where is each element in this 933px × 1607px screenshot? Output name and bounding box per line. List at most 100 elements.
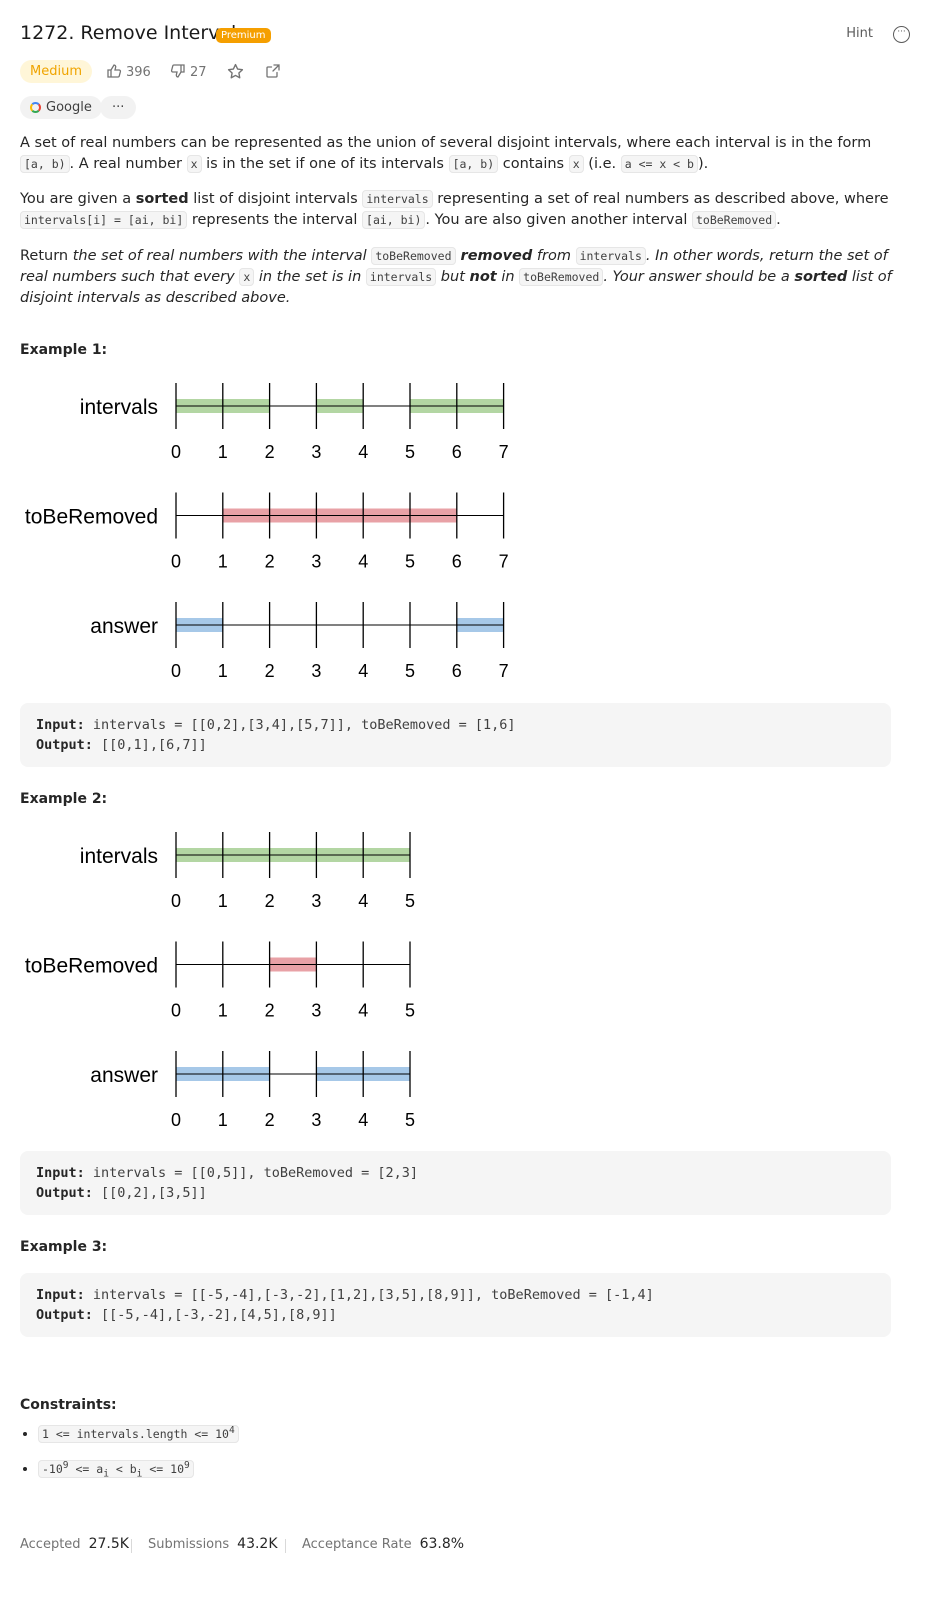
constraint-code: 1 <= intervals.length <= 104 bbox=[38, 1424, 239, 1443]
premium-badge: Premium bbox=[216, 28, 271, 43]
constraint-text: <= a bbox=[68, 1461, 104, 1476]
example-3-output-line: Output: [[-5,-4],[-3,-2],[4,5],[8,9]] bbox=[36, 1305, 891, 1325]
output-label: Output: bbox=[36, 1185, 93, 1201]
tick-label: 3 bbox=[311, 661, 321, 681]
difficulty-badge: Medium bbox=[20, 60, 92, 83]
hint-button[interactable]: Hint bbox=[846, 26, 873, 41]
example-3-input-line: Input: intervals = [[-5,-4],[-3,-2],[1,2… bbox=[36, 1285, 891, 1305]
more-tags-button[interactable]: ··· bbox=[100, 96, 137, 119]
row-label: answer bbox=[90, 615, 158, 638]
text: . You are also given another interval bbox=[425, 212, 692, 228]
tick-label: 5 bbox=[405, 891, 415, 911]
inline-code: [a, b) bbox=[20, 155, 70, 173]
text: list of disjoint intervals bbox=[188, 191, 363, 207]
row-label: answer bbox=[90, 1064, 158, 1087]
example-1-label: Example 1: bbox=[20, 342, 108, 358]
text: representing a set of real numbers as de… bbox=[432, 191, 889, 207]
example-3-input: intervals = [[-5,-4],[-3,-2],[1,2],[3,5]… bbox=[92, 1287, 654, 1303]
dislike-button[interactable]: 27 bbox=[170, 63, 207, 80]
text: . A real number bbox=[69, 156, 187, 172]
text: represents the interval bbox=[187, 212, 363, 228]
row-label: toBeRemoved bbox=[25, 955, 158, 978]
tick-label: 2 bbox=[265, 891, 275, 911]
tick-label: 4 bbox=[358, 891, 368, 911]
tick-label: 1 bbox=[218, 891, 228, 911]
tick-label: 4 bbox=[358, 552, 368, 572]
tick-label: 1 bbox=[218, 442, 228, 462]
example-1-input-line: Input: intervals = [[0,2],[3,4],[5,7]], … bbox=[36, 715, 891, 735]
constraint-item: -109 <= ai < bi <= 109 bbox=[38, 1455, 239, 1485]
constraints-heading: Constraints: bbox=[20, 1397, 117, 1413]
tick-label: 0 bbox=[171, 1001, 181, 1021]
inline-code: intervals bbox=[575, 247, 646, 265]
company-tag-google[interactable]: Google bbox=[20, 96, 102, 119]
subscript: i bbox=[103, 1467, 109, 1479]
bold-italic-text: not bbox=[469, 269, 497, 285]
constraint-text: < b bbox=[108, 1461, 137, 1476]
stat-label: Accepted bbox=[20, 1537, 81, 1552]
superscript: 4 bbox=[228, 1425, 235, 1436]
stat-value: 27.5K bbox=[88, 1536, 129, 1552]
constraints-list: 1 <= intervals.length <= 104 -109 <= ai … bbox=[20, 1420, 239, 1495]
inline-code: [a, b) bbox=[448, 155, 499, 173]
bold-italic-text: removed bbox=[455, 248, 533, 264]
tick-label: 5 bbox=[405, 661, 415, 681]
like-button[interactable]: 396 bbox=[106, 63, 151, 80]
company-tag-label: Google bbox=[46, 100, 92, 115]
tick-label: 4 bbox=[358, 1001, 368, 1021]
inline-code: a <= x < b bbox=[620, 155, 698, 173]
constraint-text: 1 <= intervals.length <= 10 bbox=[42, 1426, 229, 1441]
example-2-input-line: Input: intervals = [[0,5]], toBeRemoved … bbox=[36, 1163, 891, 1183]
example-2-codebox: Input: intervals = [[0,5]], toBeRemoved … bbox=[20, 1151, 891, 1215]
favorite-button[interactable] bbox=[227, 63, 248, 81]
tick-label: 5 bbox=[405, 442, 415, 462]
tick-label: 3 bbox=[311, 1001, 321, 1021]
example-1-output: [[0,1],[6,7]] bbox=[101, 737, 207, 753]
row-label: intervals bbox=[80, 845, 158, 868]
description-paragraph-1: A set of real numbers can be represented… bbox=[20, 133, 900, 175]
text: A set of real numbers can be represented… bbox=[20, 135, 872, 151]
input-label: Input: bbox=[36, 1287, 85, 1303]
tick-label: 5 bbox=[405, 1110, 415, 1130]
divider bbox=[131, 1539, 132, 1553]
tick-label: 5 bbox=[405, 1001, 415, 1021]
share-button[interactable] bbox=[265, 63, 285, 80]
example-3-label: Example 3: bbox=[20, 1239, 108, 1255]
example-2-output: [[0,2],[3,5]] bbox=[101, 1185, 207, 1201]
output-label: Output: bbox=[36, 1307, 93, 1323]
stat-label: Acceptance Rate bbox=[302, 1537, 412, 1552]
stat-submissions: Submissions 43.2K bbox=[148, 1536, 278, 1552]
google-icon bbox=[30, 102, 41, 113]
bold-italic-text: sorted bbox=[794, 269, 848, 285]
stat-value: 63.8% bbox=[419, 1536, 465, 1552]
thumbs-up-icon bbox=[107, 64, 122, 78]
tick-label: 2 bbox=[265, 552, 275, 572]
more-options-icon[interactable]: ··· bbox=[893, 26, 910, 43]
italic-text: the set of real numbers with the interva… bbox=[72, 248, 372, 264]
example-2-diagram: intervals 0 1 2 3 4 5 toBeRemoved 0 1 2 3 4 5 answer 0 1… bbox=[25, 832, 415, 1130]
text: ). bbox=[697, 156, 709, 172]
inline-code: toBeRemoved bbox=[371, 247, 456, 265]
tick-label: 1 bbox=[218, 661, 228, 681]
tick-label: 0 bbox=[171, 891, 181, 911]
tick-label: 0 bbox=[171, 552, 181, 572]
input-label: Input: bbox=[36, 1165, 85, 1181]
row-label: toBeRemoved bbox=[25, 506, 158, 529]
constraint-text: <= 10 bbox=[142, 1461, 184, 1476]
inline-code: intervals bbox=[362, 190, 433, 208]
italic-text: in bbox=[496, 269, 520, 285]
tick-label: 0 bbox=[171, 1110, 181, 1130]
text: . bbox=[776, 212, 781, 228]
tick-label: 3 bbox=[311, 1110, 321, 1130]
text: You are given a bbox=[20, 191, 136, 207]
text: is in the set if one of its intervals bbox=[201, 156, 449, 172]
example-1-diagram: intervals 0 1 2 3 4 5 6 7 toBeRemoved 0 1 2 3 4 5 6 7 answ… bbox=[25, 383, 509, 681]
tick-label: 3 bbox=[311, 442, 321, 462]
italic-text: . Your answer should be a bbox=[603, 269, 795, 285]
tick-label: 4 bbox=[358, 1110, 368, 1130]
tick-label: 6 bbox=[452, 661, 462, 681]
tick-label: 5 bbox=[405, 552, 415, 572]
stat-label: Submissions bbox=[148, 1537, 230, 1552]
problem-title[interactable]: 1272. Remove Interval bbox=[20, 22, 237, 44]
text: Return bbox=[20, 248, 73, 264]
